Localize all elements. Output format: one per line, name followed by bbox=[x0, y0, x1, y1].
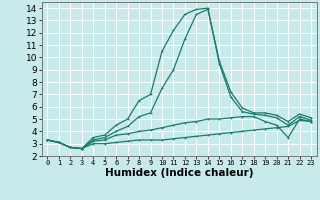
X-axis label: Humidex (Indice chaleur): Humidex (Indice chaleur) bbox=[105, 168, 253, 178]
